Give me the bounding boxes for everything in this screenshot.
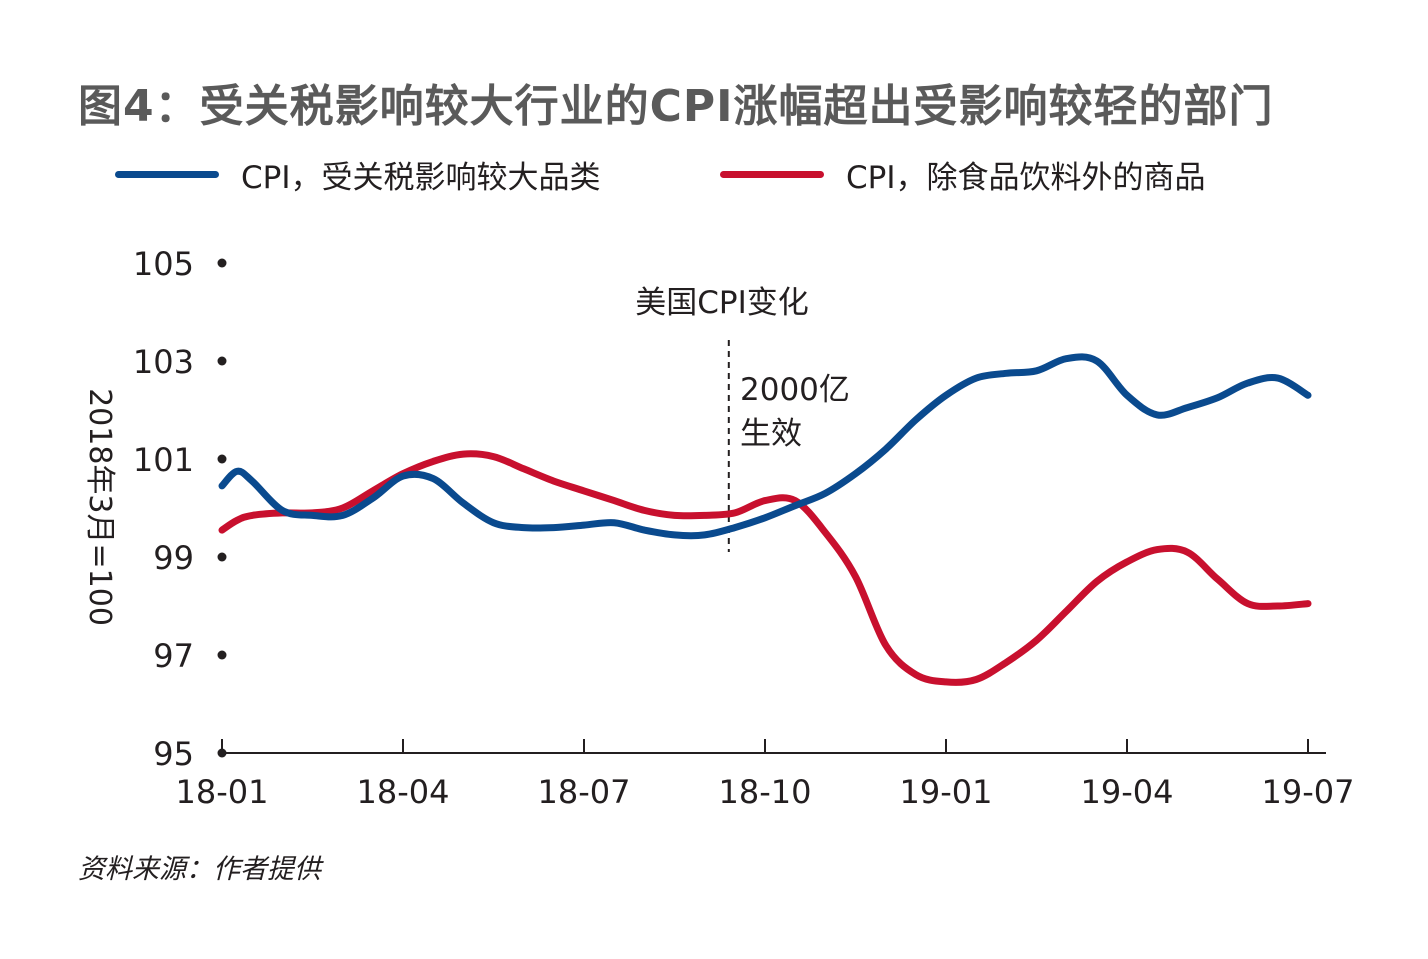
legend-swatch-red [720,170,824,178]
legend-swatch-blue [115,170,219,178]
y-tick-dot [217,454,227,464]
x-tick-label: 18-07 [538,773,631,811]
y-tick-dot [217,552,227,562]
y-tick-label: 105 [133,245,194,283]
legend-item-red: CPI，除食品饮料外的商品 [720,152,1205,196]
chart-title: 图4：受关税影响较大行业的CPI涨幅超出受影响较轻的部门 [78,81,1274,132]
x-tick-label: 19-04 [1081,773,1174,811]
x-tick-label: 18-10 [719,773,812,811]
y-tick-label: 101 [133,441,194,479]
y-tick-label: 99 [153,539,194,577]
series-line-tariff-affected [218,353,1312,540]
y-tick-label: 97 [153,637,194,675]
y-tick-dot [217,356,227,366]
annotation-effective: 生效 [740,416,802,452]
x-tick-label: 19-01 [900,773,993,811]
x-tick-label: 18-01 [176,773,269,811]
y-tick-dot [217,650,227,660]
y-tick-dot [217,258,227,268]
legend-label-blue: CPI，受关税影响较大品类 [241,159,601,196]
x-tick-label: 18-04 [357,773,450,811]
series-line-goods-ex-food [218,450,1312,686]
annotation-us-cpi-change: 美国CPI变化 [635,285,808,321]
source-note: 资料来源：作者提供 [78,854,321,885]
legend-label-red: CPI，除食品饮料外的商品 [846,159,1206,196]
y-tick-label: 103 [133,343,194,381]
y-tick-label: 95 [153,735,194,773]
legend-item-blue: CPI，受关税影响较大品类 [115,152,600,196]
x-tick-label: 19-07 [1262,773,1355,811]
annotation-200b: 2000亿 [740,372,850,408]
